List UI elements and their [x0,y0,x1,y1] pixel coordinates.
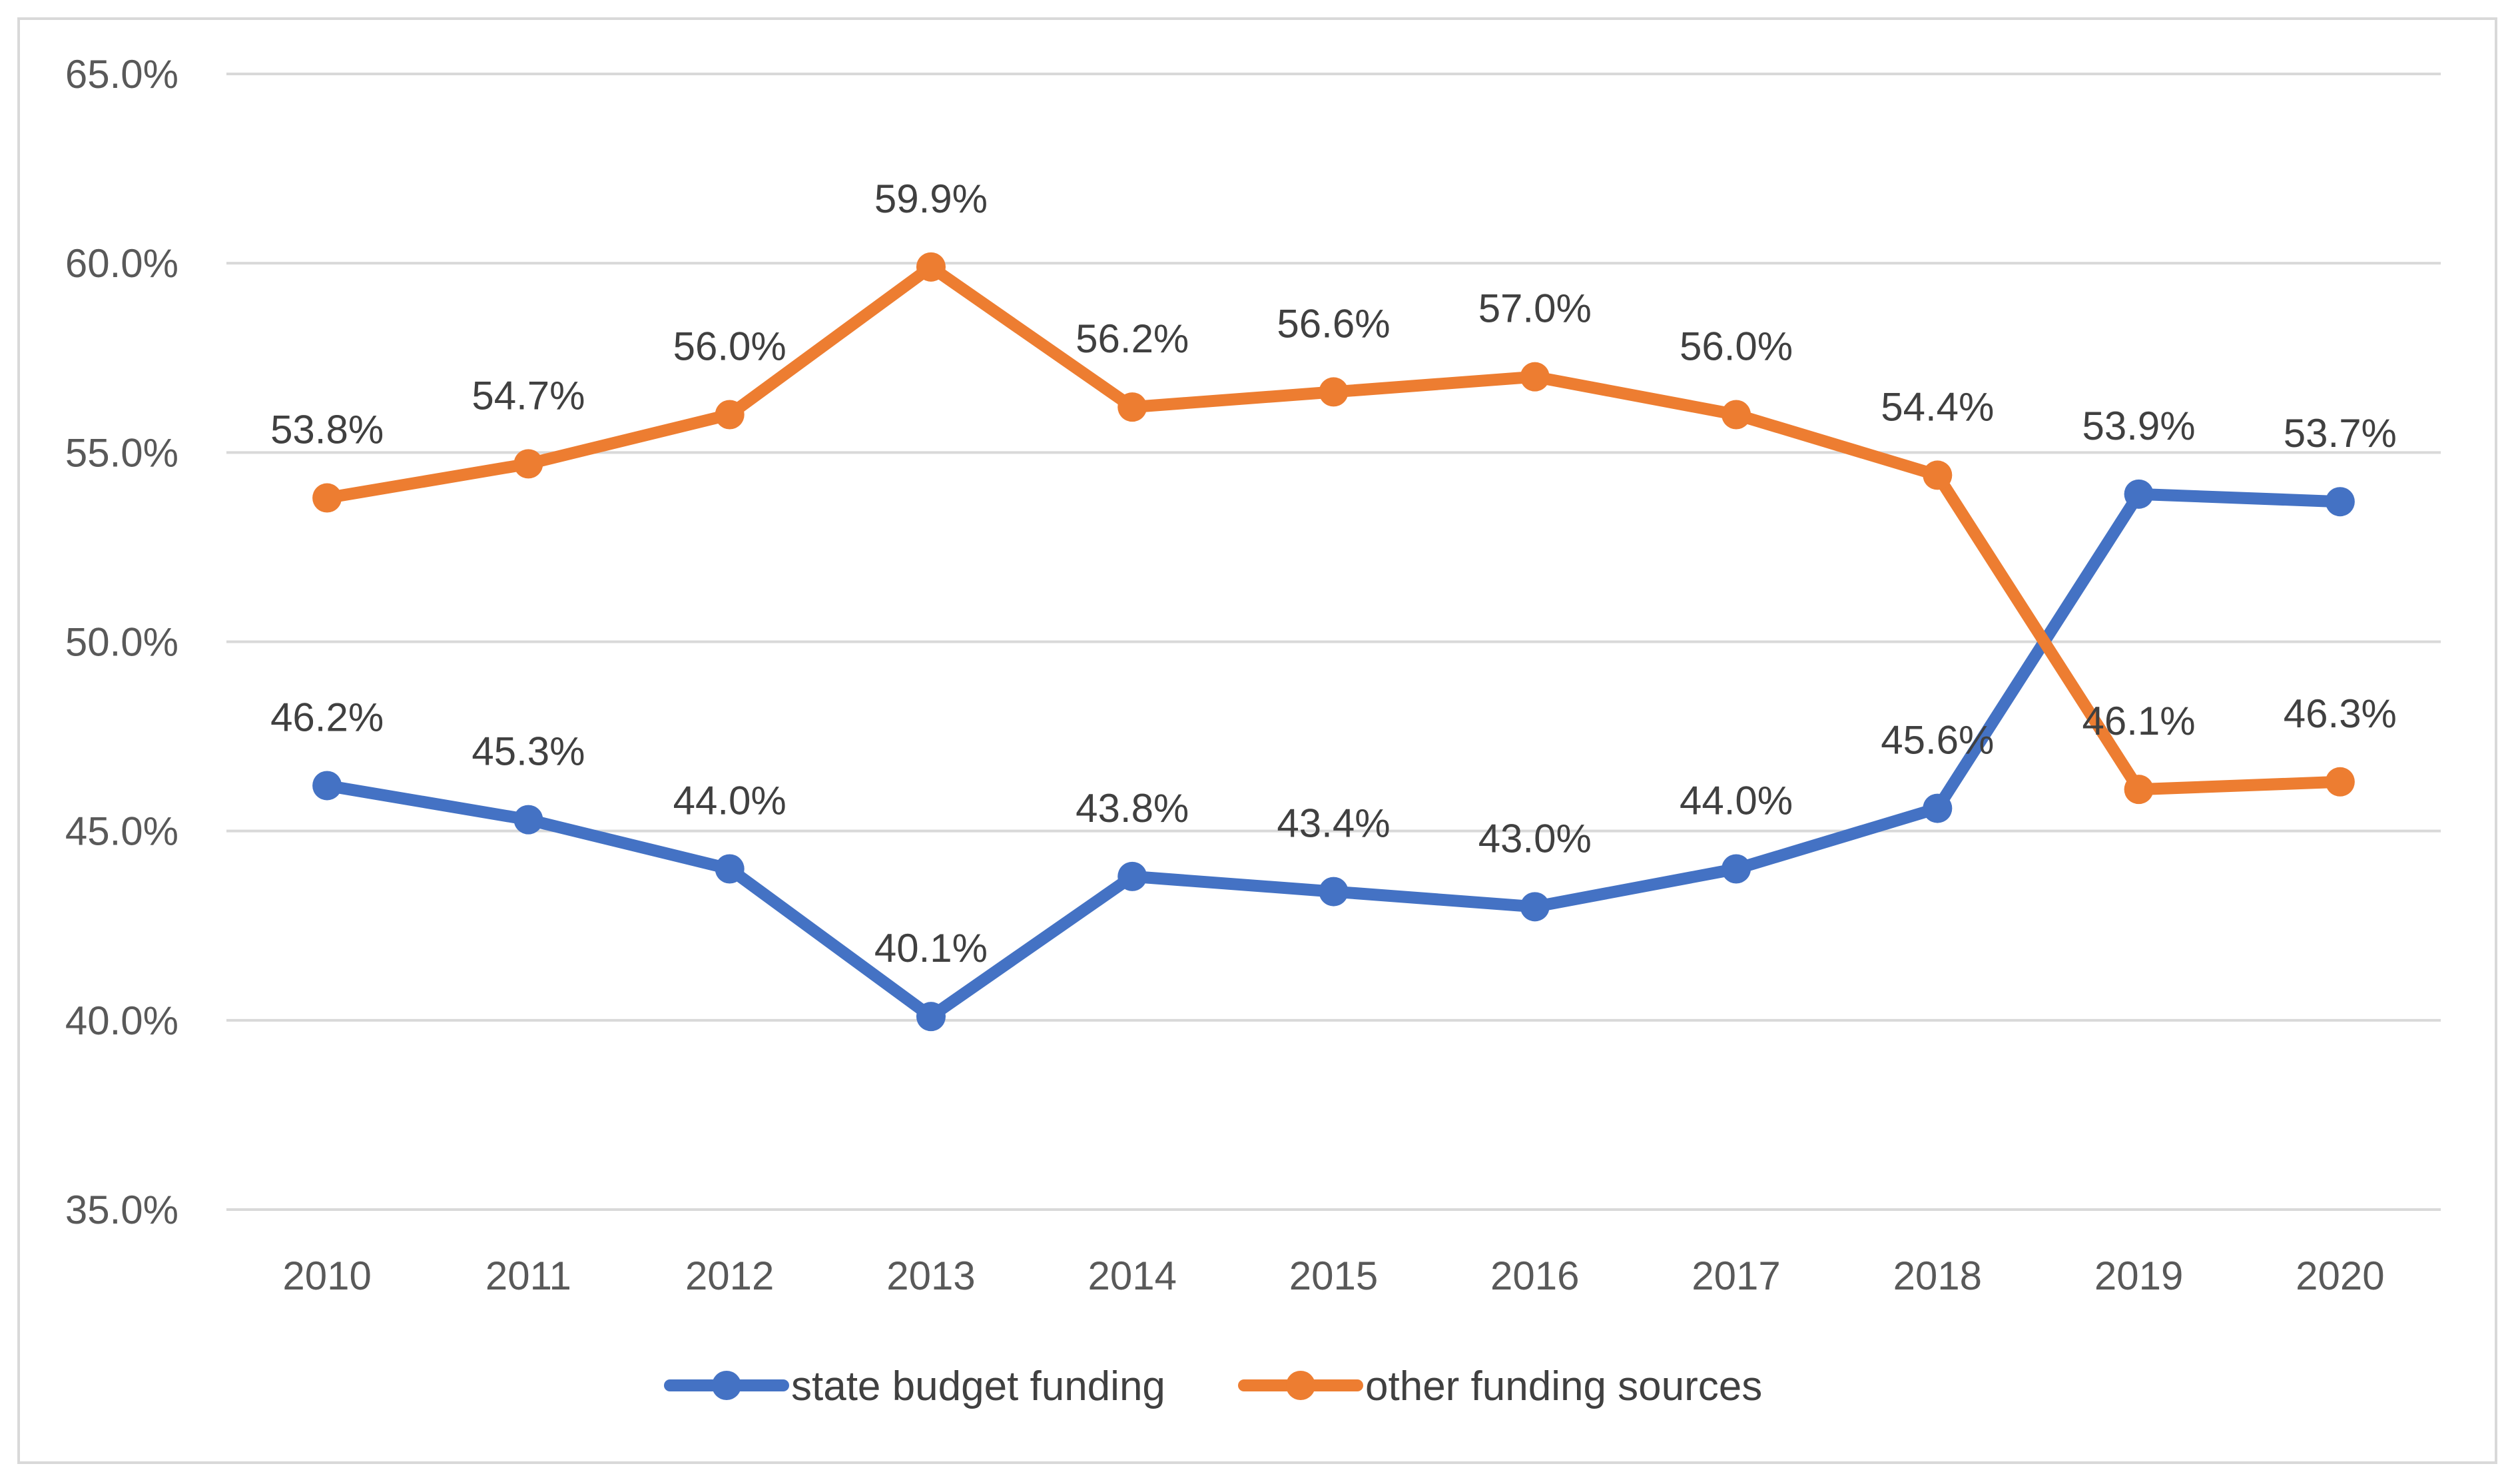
data-point [2325,487,2355,517]
x-tick-label: 2012 [685,1254,774,1298]
data-label: 45.3% [472,729,585,774]
x-tick-label: 2019 [2094,1254,2183,1298]
y-tick-label: 35.0% [65,1188,178,1232]
data-label: 56.2% [1076,316,1189,361]
y-tick-label: 65.0% [65,52,178,97]
data-label: 56.6% [1277,301,1390,346]
data-point [715,854,745,884]
data-label: 56.0% [1680,324,1793,369]
data-labels: 46.2% 45.3% 44.0% 40.1% 43.8% 43.4% 43.0% 44.0%… [270,177,2397,970]
data-label: 45.6% [1881,718,1994,763]
data-label: 53.8% [270,408,384,452]
data-point [1722,854,1751,884]
x-tick-label: 2015 [1289,1254,1378,1298]
x-tick-label: 2016 [1490,1254,1579,1298]
data-label: 54.4% [1881,384,1994,429]
data-label: 53.9% [2082,404,2196,448]
y-tick-label: 55.0% [65,430,178,475]
data-point [312,771,342,801]
data-label: 43.8% [1076,786,1189,831]
data-label: 44.0% [673,779,787,823]
legend-marker [1286,1371,1315,1400]
chart-area [17,17,2497,1464]
x-tick-label: 2018 [1893,1254,1982,1298]
legend-label: other funding sources [1365,1363,1762,1409]
gridlines [226,73,2441,1211]
x-tick-label: 2011 [485,1254,571,1298]
data-point [715,400,745,430]
data-point [2124,775,2154,805]
x-tick-label: 2014 [1088,1254,1176,1298]
data-label: 46.2% [270,695,384,739]
x-tick-label: 2013 [886,1254,975,1298]
data-point [2124,479,2154,509]
legend-marker [712,1371,741,1400]
data-label: 57.0% [1478,286,1592,331]
data-label: 43.4% [1277,801,1390,846]
data-label: 59.9% [874,177,988,221]
y-tick-label: 45.0% [65,809,178,854]
data-point [916,1002,946,1032]
data-point [1722,400,1751,430]
x-axis-tick-labels: 2010 2011 2012 2013 2014 2015 2016 2017 2018 2019… [282,1254,2384,1298]
series-line [321,488,2346,1023]
data-point [513,449,543,479]
data-point [1923,460,1953,490]
y-tick-label: 60.0% [65,241,178,286]
legend-label: state budget funding [791,1363,1165,1409]
data-point [2325,767,2355,797]
legend: state budget funding other funding source… [664,1363,1762,1409]
x-tick-label: 2020 [2296,1254,2384,1298]
data-point [916,252,946,282]
data-point [1117,392,1147,422]
data-point [1319,877,1349,907]
data-point [513,805,543,835]
data-point [1319,377,1349,407]
x-tick-label: 2017 [1692,1254,1780,1298]
data-label: 44.0% [1680,779,1793,823]
data-point [1520,362,1550,392]
data-point [312,483,342,513]
data-label: 53.7% [2284,411,2397,456]
y-axis-tick-labels: 35.0% 40.0% 45.0% 50.0% 55.0% 60.0% 65.0% [65,52,178,1232]
data-label: 46.3% [2284,691,2397,736]
series-lines [312,252,2355,1032]
data-label: 40.1% [874,926,988,970]
data-point [1117,861,1147,891]
data-label: 43.0% [1478,816,1592,861]
data-label: 56.0% [673,324,787,369]
data-label: 54.7% [472,373,585,418]
data-label: 46.1% [2082,699,2196,743]
x-tick-label: 2010 [282,1254,371,1298]
y-tick-label: 40.0% [65,998,178,1043]
data-point [1520,892,1550,922]
data-point [1923,793,1953,823]
y-tick-label: 50.0% [65,620,178,665]
